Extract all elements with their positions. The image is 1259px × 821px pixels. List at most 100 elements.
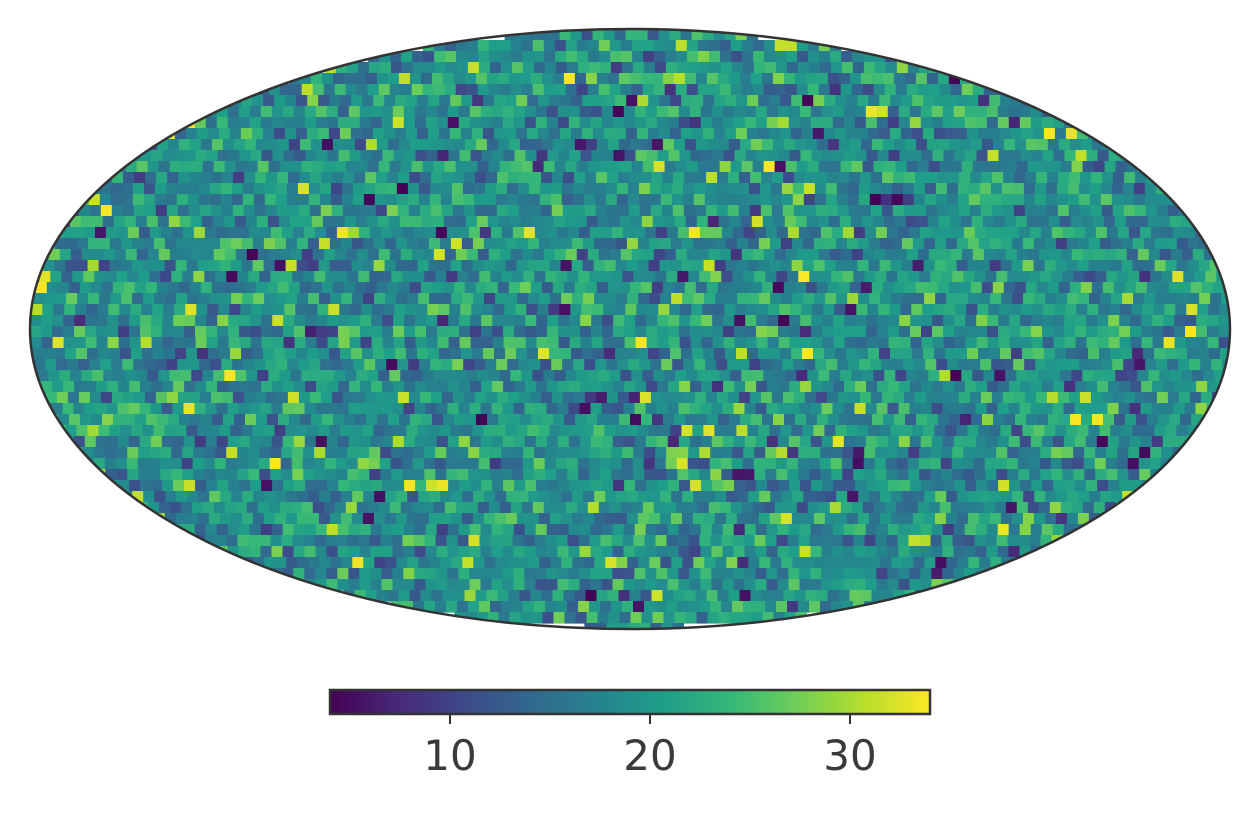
map-pixel <box>485 205 498 217</box>
map-pixel <box>711 403 724 415</box>
map-pixel <box>841 51 853 63</box>
map-pixel <box>700 436 713 448</box>
map-pixel <box>1097 150 1110 162</box>
map-pixel <box>395 238 408 250</box>
map-pixel <box>507 205 520 217</box>
map-pixel <box>557 579 570 591</box>
map-pixel <box>719 161 732 173</box>
map-pixel <box>1124 172 1136 184</box>
map-pixel <box>359 403 372 415</box>
map-pixel <box>837 392 850 404</box>
map-pixel <box>240 304 252 316</box>
map-pixel <box>568 403 581 415</box>
map-pixel <box>811 150 824 162</box>
map-pixel <box>252 238 265 250</box>
map-pixel <box>142 425 154 437</box>
map-pixel <box>1023 491 1035 503</box>
map-pixel <box>936 205 949 217</box>
map-pixel <box>691 304 703 316</box>
map-pixel <box>434 62 447 74</box>
map-pixel <box>249 117 262 129</box>
map-pixel <box>492 315 504 327</box>
map-pixel <box>697 370 709 382</box>
map-pixel <box>217 480 229 492</box>
map-pixel <box>294 150 307 162</box>
map-pixel <box>645 579 658 591</box>
map-pixel <box>734 381 746 393</box>
map-pixel <box>264 557 276 569</box>
map-pixel <box>98 260 111 272</box>
map-pixel <box>606 623 618 629</box>
map-pixel <box>769 425 781 437</box>
map-pixel <box>797 62 810 74</box>
map-pixel <box>444 40 457 52</box>
map-pixel <box>670 513 683 525</box>
map-pixel <box>629 590 642 602</box>
map-pixel <box>227 546 240 558</box>
map-pixel <box>714 425 726 437</box>
map-pixel <box>497 73 510 85</box>
map-pixel <box>158 502 171 514</box>
map-pixel <box>401 458 414 470</box>
map-pixel <box>791 513 804 525</box>
map-pixel <box>298 205 311 217</box>
map-pixel <box>270 227 283 239</box>
map-pixel <box>333 414 345 426</box>
map-pixel <box>1032 128 1045 140</box>
map-pixel <box>546 403 559 415</box>
map-pixel <box>990 557 1002 569</box>
map-pixel <box>639 205 652 217</box>
map-pixel <box>239 150 252 162</box>
map-pixel <box>538 260 551 272</box>
map-pixel <box>590 568 602 580</box>
map-pixel <box>1139 447 1151 459</box>
map-pixel <box>185 304 197 316</box>
map-pixel <box>345 502 358 514</box>
map-pixel <box>620 370 632 382</box>
map-pixel <box>646 337 659 349</box>
map-pixel <box>453 282 466 294</box>
map-pixel <box>590 579 603 591</box>
map-pixel <box>1172 227 1185 239</box>
map-pixel <box>83 447 95 459</box>
map-pixel <box>513 579 526 591</box>
map-pixel <box>1119 381 1131 393</box>
map-pixel <box>843 568 855 580</box>
map-pixel <box>613 315 625 327</box>
map-pixel <box>524 436 537 448</box>
map-pixel <box>981 282 994 294</box>
map-pixel <box>543 370 555 382</box>
map-pixel <box>488 249 501 261</box>
map-pixel <box>983 502 996 514</box>
map-pixel <box>319 194 332 206</box>
map-pixel <box>455 161 468 173</box>
map-pixel <box>546 568 558 580</box>
map-pixel <box>452 392 465 404</box>
map-pixel <box>522 458 535 470</box>
map-pixel <box>483 238 496 250</box>
map-pixel <box>303 227 316 239</box>
map-pixel <box>751 216 764 228</box>
map-pixel <box>911 304 923 316</box>
map-pixel <box>776 227 789 239</box>
map-pixel <box>974 271 986 283</box>
map-pixel <box>1059 216 1072 228</box>
map-pixel <box>89 205 102 217</box>
map-pixel <box>484 557 496 569</box>
map-pixel <box>161 403 174 415</box>
map-pixel <box>491 546 504 558</box>
map-pixel <box>611 601 623 613</box>
map-pixel <box>1019 546 1032 558</box>
map-pixel <box>805 73 818 85</box>
map-pixel <box>686 161 699 173</box>
map-pixel <box>723 315 735 327</box>
map-pixel <box>942 436 955 448</box>
map-pixel <box>83 227 96 239</box>
map-pixel <box>566 62 579 74</box>
map-pixel <box>666 447 678 459</box>
map-pixel <box>459 150 472 162</box>
map-pixel <box>480 579 493 591</box>
map-pixel <box>791 95 803 107</box>
map-pixel <box>147 502 160 514</box>
map-pixel <box>847 194 860 206</box>
